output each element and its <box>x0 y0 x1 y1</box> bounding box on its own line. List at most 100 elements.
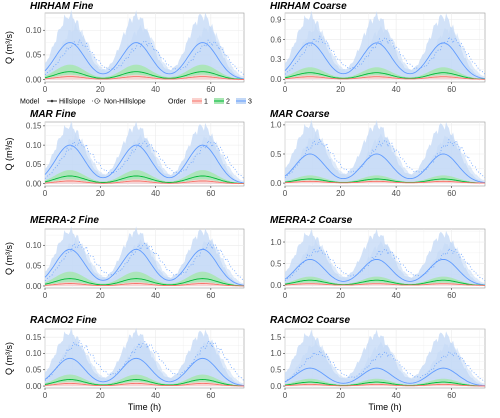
y-tick-label: 0.00 <box>26 282 42 291</box>
x-tick-label: 60 <box>206 189 215 198</box>
y-tick-label: 0.00 <box>26 382 42 391</box>
panel-title: RACMO2 Fine <box>30 315 97 326</box>
y-axis-label: Q (m³/s) <box>4 342 14 375</box>
hillslope-line-order-2 <box>44 379 244 387</box>
y-tick-label: 0.05 <box>26 51 42 60</box>
y-tick-label: 0.00 <box>26 179 42 188</box>
non-hillslope-line-order-3 <box>44 339 245 381</box>
x-tick-label: 0 <box>43 291 48 300</box>
panel-title: MAR Coarse <box>270 109 330 120</box>
y-tick-label: 0.05 <box>26 366 42 375</box>
y-tick-label: 1.0 <box>270 349 282 358</box>
y-tick-label: 0.10 <box>26 26 42 35</box>
x-tick-label: 20 <box>96 291 105 300</box>
x-tick-label: 40 <box>392 189 401 198</box>
hillslope-line-order-3 <box>284 258 486 286</box>
x-tick-label: 0 <box>283 291 288 300</box>
hillslope-line-order-3 <box>284 367 486 387</box>
panel-title: HIRHAM Fine <box>30 1 94 12</box>
legend-key-non-hillslope-ring <box>94 98 100 104</box>
hillslope-line-order-3 <box>284 153 486 184</box>
x-tick-label: 40 <box>151 291 160 300</box>
y-tick-label: 0.0 <box>270 281 282 290</box>
x-tick-label: 60 <box>447 391 456 400</box>
x-tick-label: 60 <box>447 189 456 198</box>
x-tick-label: 0 <box>43 189 48 198</box>
legend-item-non-hillslope: Non-Hillslope <box>104 99 146 106</box>
panel-2: 0.00 0.05 0.10 0.15 0 20 40 60 MAR Fine Q (m³/s) <box>4 109 245 198</box>
panel-3: 0.0 0.5 1.0 0 20 40 60 MAR Coarse <box>270 109 486 198</box>
y-axis-label: Q (m³/s) <box>4 242 14 275</box>
x-axis-label: Time (h) <box>128 402 161 412</box>
panel-title: MAR Fine <box>30 109 77 120</box>
x-tick-label: 40 <box>392 391 401 400</box>
legend: Model Hillslope Non-Hillslope Order 1 2 3 <box>20 98 252 106</box>
hillslope-line-order-2 <box>284 381 485 387</box>
y-axis-label: Q (m³/s) <box>4 138 14 171</box>
x-tick-label: 20 <box>96 391 105 400</box>
band-order-3-non-hillslope <box>285 239 485 286</box>
y-tick-label: 0.5 <box>270 366 282 375</box>
panel-0: 0.00 0.05 0.10 0 20 40 60 HIRHAM Fine Q (m³/s) <box>4 1 245 94</box>
x-tick-label: 0 <box>283 391 288 400</box>
y-tick-label: 0.05 <box>26 160 42 169</box>
x-tick-label: 60 <box>206 291 215 300</box>
band-order-3-non-hillslope <box>285 24 485 80</box>
y-tick-label: 0.6 <box>270 35 282 44</box>
x-tick-label: 0 <box>43 391 48 400</box>
non-hillslope-line-order-3 <box>44 138 245 179</box>
legend-key-hillslope-dot <box>50 99 54 103</box>
x-tick-label: 60 <box>447 85 456 94</box>
x-tick-label: 40 <box>392 85 401 94</box>
hillslope-line-order-1 <box>44 283 244 287</box>
y-tick-label: 0.10 <box>26 241 42 250</box>
y-tick-label: 0.15 <box>26 122 42 131</box>
x-tick-label: 0 <box>283 189 288 198</box>
y-tick-label: 0.0 <box>270 75 282 84</box>
x-axis-label: Time (h) <box>368 402 401 412</box>
hillslope-line-order-2 <box>284 72 485 80</box>
hillslope-line-order-2 <box>284 279 485 286</box>
y-tick-label: 0.10 <box>26 349 42 358</box>
hillslope-line-order-3 <box>44 357 245 386</box>
y-tick-label: 0.5 <box>270 150 282 159</box>
hillslope-line-order-1 <box>44 180 244 185</box>
x-tick-label: 20 <box>336 291 345 300</box>
hillslope-line-order-1 <box>44 382 244 387</box>
non-hillslope-line-order-3 <box>44 240 245 282</box>
hillslope-line-order-3 <box>44 248 245 286</box>
x-tick-label: 60 <box>206 85 215 94</box>
panel-title: RACMO2 Coarse <box>270 315 350 326</box>
legend-item-order-3: 3 <box>248 99 252 106</box>
x-tick-label: 40 <box>151 391 160 400</box>
x-tick-label: 20 <box>336 189 345 198</box>
x-tick-label: 20 <box>96 85 105 94</box>
hillslope-line-order-2 <box>44 278 244 287</box>
y-tick-label: 0.15 <box>26 333 42 342</box>
hillslope-line-order-1 <box>284 383 485 387</box>
y-tick-label: 1.0 <box>270 121 282 130</box>
legend-item-order-2: 2 <box>226 99 230 106</box>
y-tick-label: 0.5 <box>270 260 282 269</box>
band-order-3-non-hillslope <box>285 340 485 386</box>
hillslope-line-order-3 <box>44 42 245 80</box>
non-hillslope-line-order-3 <box>284 35 486 75</box>
x-tick-label: 40 <box>151 85 160 94</box>
y-tick-label: 0.0 <box>270 179 282 188</box>
legend-model-title: Model <box>20 99 40 106</box>
x-tick-label: 60 <box>447 291 456 300</box>
band-order-2 <box>45 271 244 286</box>
y-tick-label: 0.00 <box>26 75 42 84</box>
hillslope-line-order-2 <box>44 71 245 80</box>
panel-1: 0.0 0.3 0.6 0.9 0 20 40 60 HIRHAM Coarse <box>270 1 486 94</box>
hillslope-line-order-1 <box>284 283 485 286</box>
band-order-3-non-hillslope <box>45 23 244 80</box>
panel-7: 0.0 0.5 1.0 1.5 0 20 40 60 RACMO2 Coarse Time (h) <box>270 315 486 412</box>
x-tick-label: 60 <box>206 391 215 400</box>
hillslope-line-order-1 <box>44 76 244 80</box>
y-tick-label: 1.5 <box>270 333 282 342</box>
y-tick-label: 0.05 <box>26 261 42 270</box>
x-tick-label: 0 <box>283 85 288 94</box>
panel-title: MERRA-2 Fine <box>30 215 99 226</box>
